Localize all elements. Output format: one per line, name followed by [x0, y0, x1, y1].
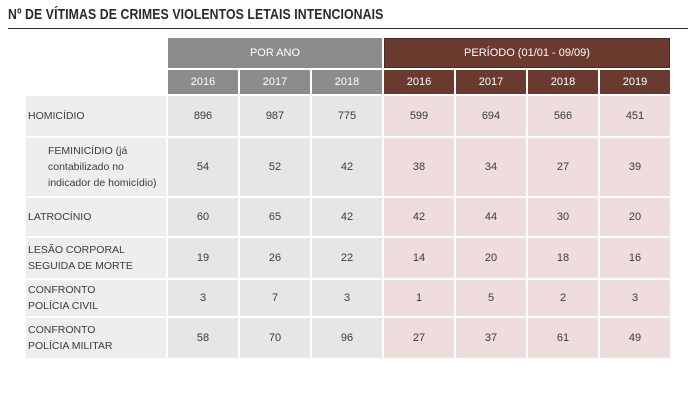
value-cell: 61 — [528, 316, 598, 358]
value-cell: 3 — [168, 278, 238, 316]
value-cell: 65 — [240, 196, 310, 236]
value-cell: 44 — [456, 196, 526, 236]
row-label: CONFRONTO POLÍCIA MILITAR — [26, 316, 166, 358]
page-title: Nº DE VÍTIMAS DE CRIMES VIOLENTOS LETAIS… — [8, 6, 384, 23]
value-cell: 26 — [240, 236, 310, 278]
value-cell: 30 — [528, 196, 598, 236]
value-cell: 54 — [168, 136, 238, 196]
value-cell: 599 — [384, 94, 454, 136]
value-cell: 451 — [600, 94, 670, 136]
title-divider — [8, 28, 688, 29]
value-cell: 3 — [312, 278, 382, 316]
value-cell: 39 — [600, 136, 670, 196]
value-cell: 38 — [384, 136, 454, 196]
value-cell: 22 — [312, 236, 382, 278]
year-header-cell: 2019 — [600, 68, 670, 94]
value-cell: 34 — [456, 136, 526, 196]
value-cell: 14 — [384, 236, 454, 278]
value-cell: 987 — [240, 94, 310, 136]
year-header-cell: 2018 — [312, 68, 382, 94]
table-row: CONFRONTO POLÍCIA CIVIL 3 7 3 1 5 2 3 — [26, 278, 670, 316]
value-cell: 20 — [600, 196, 670, 236]
group-header-period: PERÍODO (01/01 - 09/09) — [384, 38, 670, 68]
value-cell: 52 — [240, 136, 310, 196]
table-row: LESÃO CORPORAL SEGUIDA DE MORTE 19 26 22… — [26, 236, 670, 278]
value-cell: 70 — [240, 316, 310, 358]
value-cell: 20 — [456, 236, 526, 278]
row-label: LATROCÍNIO — [26, 196, 166, 236]
table-row: CONFRONTO POLÍCIA MILITAR 58 70 96 27 37… — [26, 316, 670, 358]
value-cell: 694 — [456, 94, 526, 136]
row-label: FEMINICÍDIO (já contabilizado no indicad… — [26, 136, 166, 196]
year-header-cell: 2016 — [168, 68, 238, 94]
year-header-cell: 2016 — [384, 68, 454, 94]
value-cell: 42 — [312, 196, 382, 236]
value-cell: 58 — [168, 316, 238, 358]
row-label: CONFRONTO POLÍCIA CIVIL — [26, 278, 166, 316]
value-cell: 2 — [528, 278, 598, 316]
value-cell: 96 — [312, 316, 382, 358]
group-header-per-year: POR ANO — [168, 38, 382, 68]
year-header-cell: 2017 — [240, 68, 310, 94]
corner-cell — [26, 68, 166, 94]
value-cell: 27 — [528, 136, 598, 196]
value-cell: 18 — [528, 236, 598, 278]
data-table: POR ANO PERÍODO (01/01 - 09/09) 2016 201… — [24, 38, 672, 358]
value-cell: 5 — [456, 278, 526, 316]
value-cell: 566 — [528, 94, 598, 136]
value-cell: 27 — [384, 316, 454, 358]
value-cell: 37 — [456, 316, 526, 358]
value-cell: 16 — [600, 236, 670, 278]
value-cell: 7 — [240, 278, 310, 316]
group-header-row: POR ANO PERÍODO (01/01 - 09/09) — [26, 38, 670, 68]
table-row: FEMINICÍDIO (já contabilizado no indicad… — [26, 136, 670, 196]
value-cell: 1 — [384, 278, 454, 316]
value-cell: 775 — [312, 94, 382, 136]
value-cell: 3 — [600, 278, 670, 316]
table-row: LATROCÍNIO 60 65 42 42 44 30 20 — [26, 196, 670, 236]
value-cell: 42 — [312, 136, 382, 196]
corner-cell — [26, 38, 166, 68]
value-cell: 60 — [168, 196, 238, 236]
row-label: LESÃO CORPORAL SEGUIDA DE MORTE — [26, 236, 166, 278]
year-header-row: 2016 2017 2018 2016 2017 2018 2019 — [26, 68, 670, 94]
value-cell: 42 — [384, 196, 454, 236]
value-cell: 19 — [168, 236, 238, 278]
value-cell: 896 — [168, 94, 238, 136]
year-header-cell: 2017 — [456, 68, 526, 94]
value-cell: 49 — [600, 316, 670, 358]
table-row: HOMICÍDIO 896 987 775 599 694 566 451 — [26, 94, 670, 136]
row-label: HOMICÍDIO — [26, 94, 166, 136]
year-header-cell: 2018 — [528, 68, 598, 94]
